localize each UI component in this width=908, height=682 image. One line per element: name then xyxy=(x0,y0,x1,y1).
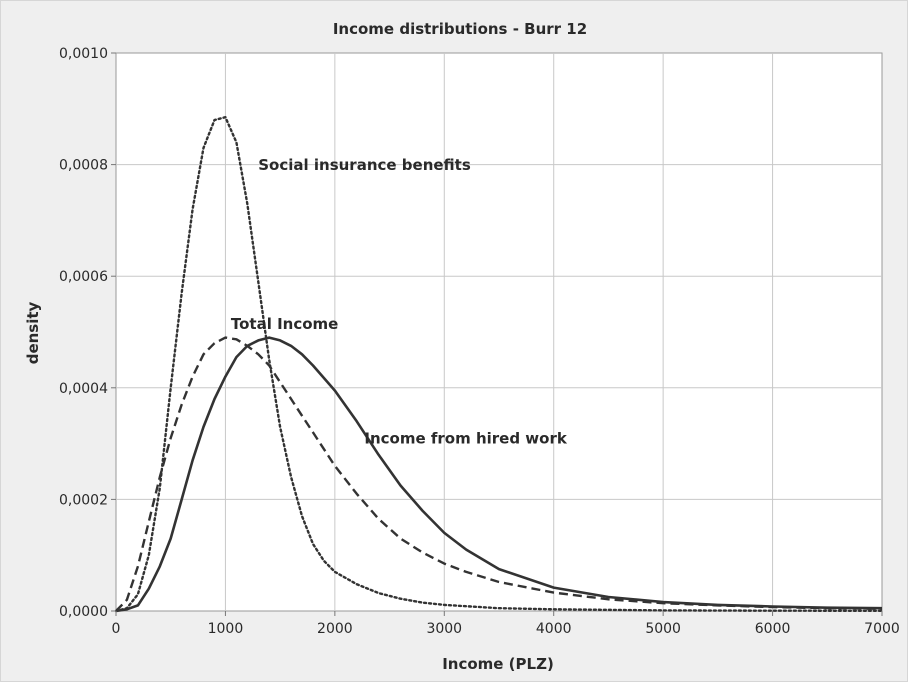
annotation-income-from-hired-work: Income from hired work xyxy=(364,430,567,448)
y-tick-label: 0,0006 xyxy=(59,269,108,285)
y-axis-label: density xyxy=(24,301,42,364)
x-tick-label: 1000 xyxy=(208,621,244,637)
series-line-social-insurance-benefits xyxy=(114,116,884,613)
x-tick-label: 7000 xyxy=(864,621,900,637)
x-tick-label: 5000 xyxy=(645,621,681,637)
y-tick-label: 0,0004 xyxy=(59,381,108,397)
chart-title: Income distributions - Burr 12 xyxy=(333,20,587,38)
x-tick-label: 4000 xyxy=(536,621,572,637)
x-tick-label: 6000 xyxy=(755,621,791,637)
annotation-total-income: Total Income xyxy=(231,315,338,333)
y-tick-label: 0,0002 xyxy=(59,492,108,508)
series-line-total-income xyxy=(115,336,883,612)
annotation-social-insurance-benefits: Social insurance benefits xyxy=(258,156,471,174)
x-tick-label: 2000 xyxy=(317,621,353,637)
y-tick-label: 0,0000 xyxy=(59,604,108,620)
x-tick-label: 3000 xyxy=(426,621,462,637)
plot-area xyxy=(115,52,883,612)
x-axis-label: Income (PLZ) xyxy=(442,655,554,673)
x-tick-label: 0 xyxy=(112,621,121,637)
series-line-income-from-hired-work xyxy=(115,336,883,613)
y-tick-label: 0,0008 xyxy=(59,158,108,174)
y-tick-label: 0,0010 xyxy=(59,46,108,62)
